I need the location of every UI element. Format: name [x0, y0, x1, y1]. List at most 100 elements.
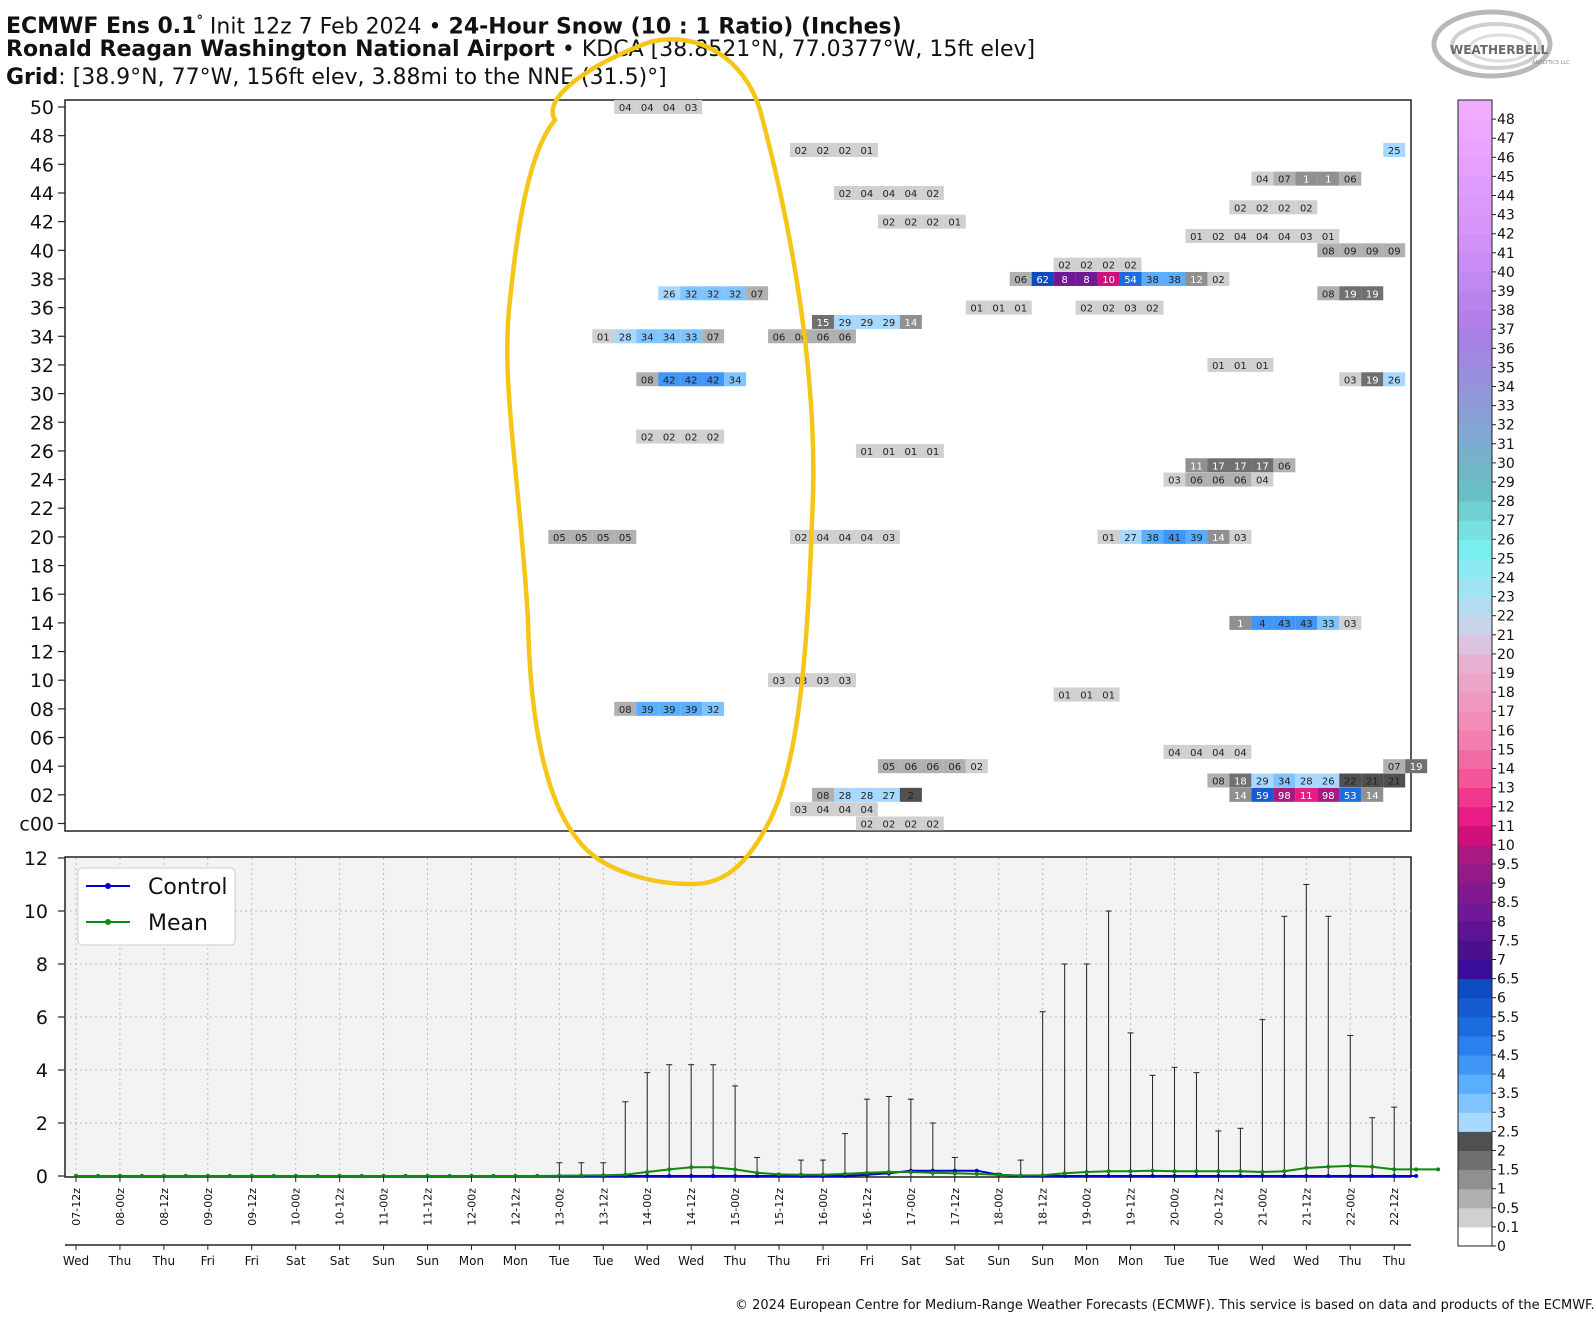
colorbar-swatch: [1458, 978, 1492, 999]
series-point-mean: [1370, 1164, 1375, 1169]
heat-cell: [833, 185, 856, 200]
heat-ytick-label: 10: [30, 670, 54, 692]
colorbar-swatch: [1458, 596, 1492, 617]
series-point-control: [425, 1174, 430, 1178]
x-tick-label: 10-12z: [334, 1188, 347, 1226]
heat-cell: [877, 759, 900, 774]
colorbar-label: 48: [1497, 112, 1515, 128]
heat-ytick-label: 44: [30, 183, 54, 205]
heat-cell-label: 02: [707, 433, 720, 444]
product-name: 24-Hour Snow (10 : 1 Ratio) (Inches): [448, 14, 902, 40]
heat-cell-label: 28: [861, 791, 874, 802]
colorbar-label: 27: [1497, 513, 1515, 529]
heat-cell: [1053, 271, 1076, 286]
colorbar-swatch: [1458, 233, 1492, 254]
heat-cell-label: 03: [883, 533, 896, 544]
heat-cell: [855, 185, 878, 200]
colorbar-swatch: [1458, 119, 1492, 139]
heat-cell: [1163, 472, 1186, 487]
heat-cell-label: 01: [1256, 361, 1269, 372]
heat-cell: [1119, 257, 1142, 272]
colorbar-label: 3.5: [1497, 1086, 1519, 1102]
colorbar-swatch: [1458, 1188, 1492, 1209]
colorbar-label: 8.5: [1497, 895, 1519, 911]
heat-cell-label: 02: [1256, 203, 1269, 214]
heat-cell-label: 02: [926, 218, 939, 229]
series-point-control: [1150, 1174, 1155, 1178]
colorbar-label: 26: [1497, 532, 1515, 548]
heat-cell-label: 4: [1259, 619, 1265, 630]
colorbar-swatch: [1458, 902, 1492, 922]
heat-cell-label: 02: [1212, 232, 1225, 243]
series-point-control: [227, 1174, 232, 1178]
series-point-mean: [271, 1174, 276, 1178]
day-label: Tue: [1163, 1254, 1185, 1268]
series-point-mean: [601, 1173, 606, 1178]
heat-cell: [965, 300, 988, 315]
series-point-control: [513, 1174, 518, 1178]
heat-cell-label: 21: [1366, 777, 1379, 788]
series-point-control: [886, 1171, 891, 1176]
colorbar-label: 1.5: [1497, 1163, 1519, 1179]
series-point-mean: [117, 1174, 122, 1178]
heat-ytick-label: 48: [30, 126, 54, 148]
day-label: Sun: [987, 1254, 1010, 1268]
heat-cell: [1317, 171, 1340, 186]
heat-cell-label: 39: [1190, 533, 1203, 544]
day-label: Mon: [1074, 1254, 1099, 1268]
series-point-control: [95, 1174, 100, 1178]
day-label: Tue: [592, 1254, 614, 1268]
annotation-ellipse: [505, 37, 816, 887]
colorbar-swatch: [1458, 329, 1492, 349]
heat-cell: [1317, 615, 1340, 630]
x-tick-label: 13-00z: [553, 1188, 566, 1226]
series-point-control: [1062, 1174, 1067, 1178]
heat-cell-label: 01: [1058, 691, 1071, 702]
heat-cell: [921, 443, 944, 458]
heat-cell-label: 2: [908, 791, 914, 802]
heat-cell: [614, 529, 637, 544]
heat-cell: [877, 314, 900, 329]
series-point-control: [557, 1174, 562, 1178]
heat-cell: [614, 329, 637, 344]
heat-cell: [1075, 271, 1098, 286]
colorbar-label: 30: [1497, 456, 1515, 472]
colorbar-swatch: [1458, 615, 1492, 636]
heat-cell: [1383, 243, 1406, 258]
series-point-control: [755, 1174, 760, 1178]
station-coords: • KDCA [38.8521°N, 77.0377°W, 15ft elev]: [554, 37, 1036, 62]
heat-cell: [1251, 357, 1274, 372]
colorbar-swatch: [1458, 825, 1492, 846]
heat-cell-label: 53: [1344, 791, 1357, 802]
heat-cell: [1383, 773, 1406, 788]
heat-cell: [790, 673, 813, 688]
series-point-control: [1084, 1174, 1089, 1178]
series-point-mean: [952, 1171, 957, 1176]
colorbar-label: 35: [1497, 360, 1515, 376]
series-point-mean: [491, 1174, 496, 1178]
heat-cell: [548, 529, 571, 544]
heat-cell-label: 28: [839, 791, 852, 802]
series-point-control: [645, 1174, 650, 1178]
heat-cell-label: 04: [1190, 748, 1203, 759]
colorbar-swatch: [1458, 558, 1492, 578]
heat-cell: [680, 286, 703, 301]
heat-cell-label: 26: [1388, 375, 1401, 386]
heat-cell: [811, 314, 834, 329]
line-ytick-label: 0: [36, 1166, 48, 1188]
heat-cell-label: 32: [707, 705, 720, 716]
series-point-control: [952, 1168, 957, 1173]
day-label: Sat: [330, 1254, 350, 1268]
heat-cell: [636, 429, 659, 444]
x-tick-label: 17-12z: [949, 1188, 962, 1226]
heat-cell-label: 41: [1168, 533, 1181, 544]
colorbar-label: 46: [1497, 150, 1515, 166]
series-point-control: [205, 1174, 210, 1178]
heat-cell: [1251, 787, 1274, 802]
heat-cell-label: 02: [1102, 304, 1115, 315]
heat-cell-label: 02: [883, 218, 896, 229]
heat-cell-label: 08: [1322, 246, 1335, 257]
heat-cell: [1295, 228, 1318, 243]
colorbar-swatch: [1458, 1131, 1492, 1151]
colorbar-swatch: [1458, 348, 1492, 368]
